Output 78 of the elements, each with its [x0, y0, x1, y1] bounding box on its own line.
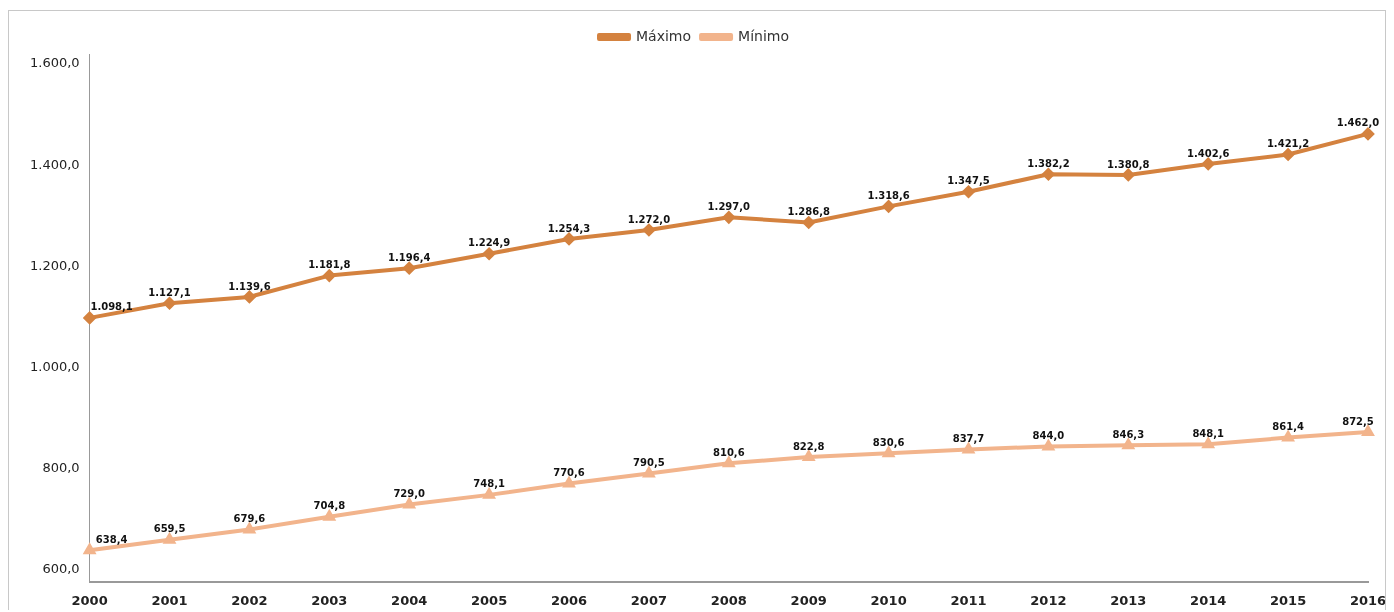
- data-label: 1.224,9: [467, 237, 511, 249]
- y-tick-label: 1.000,0: [29, 358, 80, 374]
- data-label: 1.382,2: [1027, 157, 1070, 169]
- data-label: 830,6: [872, 436, 905, 448]
- data-label: 1.254,3: [547, 222, 591, 234]
- x-tick-label: 2013: [1110, 592, 1147, 608]
- y-tick-label: 1.400,0: [29, 156, 80, 172]
- data-label: 810,6: [712, 446, 745, 458]
- data-label: 837,7: [952, 433, 985, 445]
- data-label: 1.347,5: [947, 175, 990, 187]
- y-tick-label: 800,0: [42, 460, 80, 475]
- data-label: 1.196,4: [388, 251, 431, 263]
- data-label: 1.297,0: [707, 200, 751, 212]
- point: [802, 216, 815, 229]
- point: [483, 247, 496, 260]
- data-label: 1.098,1: [90, 301, 133, 313]
- x-tick-label: 2011: [950, 592, 987, 608]
- x-tick-label: 2012: [1030, 592, 1067, 608]
- x-tick-label: 2002: [231, 592, 268, 608]
- data-label: 1.181,8: [308, 259, 351, 271]
- point: [1202, 438, 1214, 449]
- data-label: 790,5: [633, 457, 665, 469]
- x-tick-label: 2009: [790, 592, 827, 608]
- x-tick-label: 2015: [1270, 592, 1307, 608]
- legend-label: Máximo: [636, 27, 692, 44]
- data-label: 861,4: [1272, 421, 1304, 433]
- data-label: 846,3: [1112, 428, 1145, 440]
- data-label: 729,0: [393, 488, 426, 500]
- point: [483, 488, 495, 499]
- data-label: 1.402,6: [1187, 147, 1230, 159]
- data-label: 748,1: [473, 478, 505, 490]
- x-tick-label: 2008: [710, 592, 747, 608]
- point: [1282, 148, 1295, 161]
- x-tick-label: 2014: [1190, 592, 1227, 608]
- point: [403, 498, 415, 509]
- point: [403, 262, 416, 275]
- data-label: 770,6: [553, 467, 585, 479]
- x-tick-label: 2016: [1349, 592, 1387, 608]
- data-label: 1.272,0: [627, 213, 671, 225]
- data-label: 848,1: [1192, 427, 1225, 439]
- point: [882, 200, 895, 213]
- point: [1282, 431, 1294, 442]
- data-label: 822,8: [792, 440, 825, 452]
- x-tick-label: 2006: [550, 592, 588, 608]
- point: [323, 510, 335, 521]
- y-tick-label: 600,0: [42, 561, 80, 577]
- point: [323, 269, 336, 282]
- point: [962, 185, 975, 198]
- x-tick-label: 2007: [630, 592, 667, 608]
- point: [563, 477, 575, 488]
- data-label: 1.318,6: [867, 190, 910, 201]
- data-label: 1.127,1: [148, 286, 191, 298]
- legend-label: Mínimo: [738, 27, 789, 44]
- point: [803, 451, 815, 462]
- point: [163, 297, 176, 310]
- point: [1042, 168, 1055, 181]
- data-label: 1.139,6: [228, 280, 271, 292]
- data-label: 1.286,8: [787, 206, 830, 218]
- y-tick-label: 1.600,0: [29, 55, 80, 71]
- data-label: 679,6: [233, 513, 266, 525]
- data-label: 659,5: [153, 523, 186, 535]
- x-tick-label: 2003: [311, 592, 348, 608]
- point: [1362, 127, 1374, 140]
- data-label: 1.380,8: [1107, 158, 1150, 170]
- data-label: 872,5: [1342, 415, 1374, 427]
- data-label: 1.462,0: [1336, 117, 1380, 129]
- data-label: 704,8: [313, 500, 346, 512]
- x-tick-label: 2010: [870, 592, 907, 608]
- data-label: 638,4: [95, 533, 128, 545]
- x-tick-label: 2000: [71, 592, 108, 608]
- y-tick-label: 1.200,0: [29, 257, 80, 273]
- x-tick-label: 2001: [151, 592, 188, 608]
- x-tick-label: 2005: [471, 592, 508, 608]
- point: [83, 311, 96, 324]
- data-label: 1.421,2: [1266, 138, 1310, 150]
- point: [722, 211, 735, 224]
- x-tick-label: 2004: [391, 592, 428, 608]
- data-label: 844,0: [1032, 429, 1065, 441]
